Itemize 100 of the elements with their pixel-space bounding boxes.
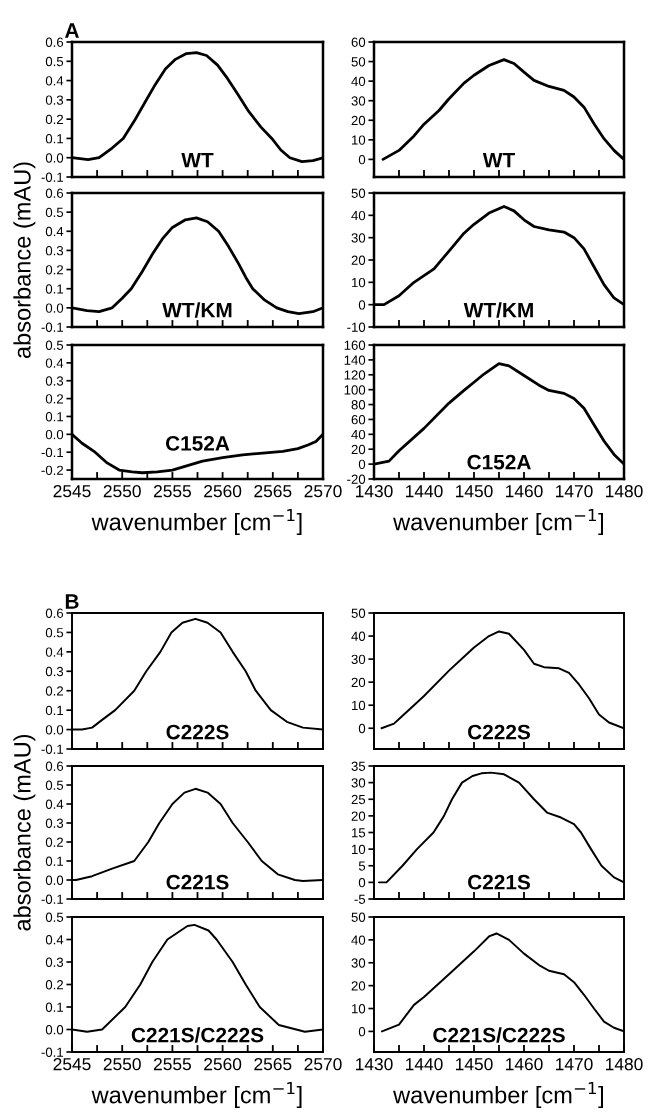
x-tick-label: 2555: [153, 485, 191, 498]
y-tick-label: 10: [352, 844, 366, 855]
x-tick-label: 2545: [53, 485, 91, 498]
x-tick-label: 2550: [103, 1058, 141, 1071]
y-tick-label: 0.5: [45, 340, 64, 350]
y-tick-label: -0.1: [41, 322, 64, 332]
y-tick-label: 0: [358, 723, 366, 734]
y-tick-label: 40: [351, 631, 366, 641]
y-tick-label: 0.1: [45, 134, 64, 144]
y-tick-label: 0.4: [45, 358, 64, 368]
y-tick-label: 0.0: [45, 725, 64, 735]
x-tick-label: 1480: [606, 1058, 643, 1071]
y-tick-label: 0: [358, 1026, 366, 1037]
y-tick-label: 0.0: [45, 875, 64, 885]
chart-title: A: [64, 23, 79, 38]
y-tick-label: 20: [351, 981, 366, 991]
y-tick-label: 30: [351, 96, 366, 106]
x-tick-label: 2560: [204, 485, 242, 498]
y-tick-label: 0.0: [45, 153, 64, 163]
y-tick-label: 0.0: [45, 303, 64, 313]
x-tick-label: 2545: [53, 1058, 91, 1071]
x-tick-label: 1460: [506, 1058, 543, 1071]
y-tick-label: 50: [351, 188, 366, 198]
y-tick-label: -10: [347, 322, 366, 332]
y-tick-label: 0.3: [45, 246, 64, 256]
y-tick-label: 0.1: [45, 705, 64, 716]
y-tick-label: 0.2: [45, 265, 64, 275]
x-tick-label: 2565: [254, 485, 292, 498]
y-tick-label: 60: [351, 37, 366, 47]
x-tick-label: 1430: [356, 485, 393, 498]
y-tick-label: 0.5: [45, 628, 64, 638]
y-tick-label: -0.2: [41, 465, 64, 475]
y-tick-label: 20: [351, 677, 366, 688]
x-axis-title: wavenumber [cm$^{−1}$]: [393, 1082, 603, 1109]
y-tick-label: 0.2: [45, 837, 64, 847]
x-tick-label: 2560: [204, 1058, 242, 1071]
y-tick-label: 5: [358, 861, 366, 871]
x-tick-label: 2555: [153, 1058, 191, 1071]
annotation: WT/KM: [162, 302, 232, 318]
x-axis-title: wavenumber [cm$^{−1}$]: [91, 509, 302, 536]
y-tick-label: 160: [344, 340, 366, 350]
y-tick-label: 50: [351, 912, 366, 922]
y-tick-label: 30: [351, 958, 366, 968]
y-tick-label: 20: [351, 444, 366, 455]
y-tick-label: 0.5: [45, 207, 64, 218]
y-tick-label: 0.3: [45, 666, 64, 677]
y-tick-label: 10: [352, 700, 366, 711]
annotation: C152A: [467, 454, 531, 470]
y-tick-label: 0.6: [45, 761, 64, 771]
x-tick-label: 2570: [304, 1058, 342, 1071]
y-tick-label: 15: [352, 828, 366, 838]
y-tick-label: 80: [351, 400, 366, 410]
x-tick-label: 1460: [506, 485, 543, 498]
y-tick-label: 10: [352, 135, 366, 145]
y-tick-label: 0.4: [45, 799, 64, 809]
y-tick-label: 0.3: [45, 818, 64, 828]
annotation: WT: [181, 152, 214, 168]
y-tick-label: 0.4: [45, 935, 64, 945]
annotation: WT: [482, 152, 515, 168]
y-tick-label: 140: [344, 355, 366, 365]
y-tick-label: 0.1: [45, 412, 64, 422]
y-tick-label: 40: [351, 210, 366, 221]
y-tick-label: 10: [352, 277, 366, 288]
y-tick-label: -0.1: [41, 1047, 64, 1057]
y-tick-label: 0.1: [45, 284, 64, 294]
y-tick-label: 50: [351, 57, 366, 67]
y-tick-label: 0.4: [45, 647, 64, 657]
y-tick-label: 0.1: [45, 856, 64, 866]
x-tick-label: 2570: [304, 485, 342, 498]
y-tick-label: -20: [347, 474, 366, 484]
y-axis-title: absorbance (mAU): [13, 162, 36, 359]
y-tick-label: 40: [351, 935, 366, 945]
y-tick-label: -0.1: [41, 172, 64, 182]
y-tick-label: 0.1: [45, 1002, 64, 1012]
y-tick-label: 0.5: [45, 780, 64, 790]
y-tick-label: 0.3: [45, 957, 64, 967]
y-tick-label: 0.2: [45, 394, 64, 404]
y-tick-label: 30: [351, 233, 366, 243]
y-tick-label: 35: [351, 761, 366, 771]
x-tick-label: 1440: [406, 1058, 443, 1071]
x-tick-label: 1450: [456, 1058, 493, 1071]
y-axis-title: absorbance (mAU): [13, 734, 36, 931]
y-tick-label: 0.5: [45, 56, 64, 67]
y-tick-label: 25: [351, 794, 366, 805]
x-tick-label: 1470: [556, 485, 593, 498]
y-tick-label: -5: [354, 894, 366, 904]
y-tick-label: 0: [358, 154, 366, 165]
y-tick-label: 0.0: [45, 429, 64, 440]
x-tick-label: 1480: [606, 485, 643, 498]
y-tick-label: 0: [358, 459, 366, 470]
y-tick-label: -0.1: [41, 447, 64, 458]
annotation: C221S/C222S: [433, 1027, 565, 1043]
y-tick-label: 40: [351, 429, 366, 440]
y-tick-label: 0.4: [45, 76, 64, 86]
x-tick-label: 1430: [356, 1058, 393, 1071]
y-tick-label: 30: [351, 778, 366, 788]
x-tick-label: 1440: [406, 485, 443, 498]
x-axis-title: wavenumber [cm$^{−1}$]: [91, 1082, 302, 1109]
y-tick-label: 30: [351, 654, 366, 665]
y-tick-label: 0.6: [45, 37, 64, 47]
